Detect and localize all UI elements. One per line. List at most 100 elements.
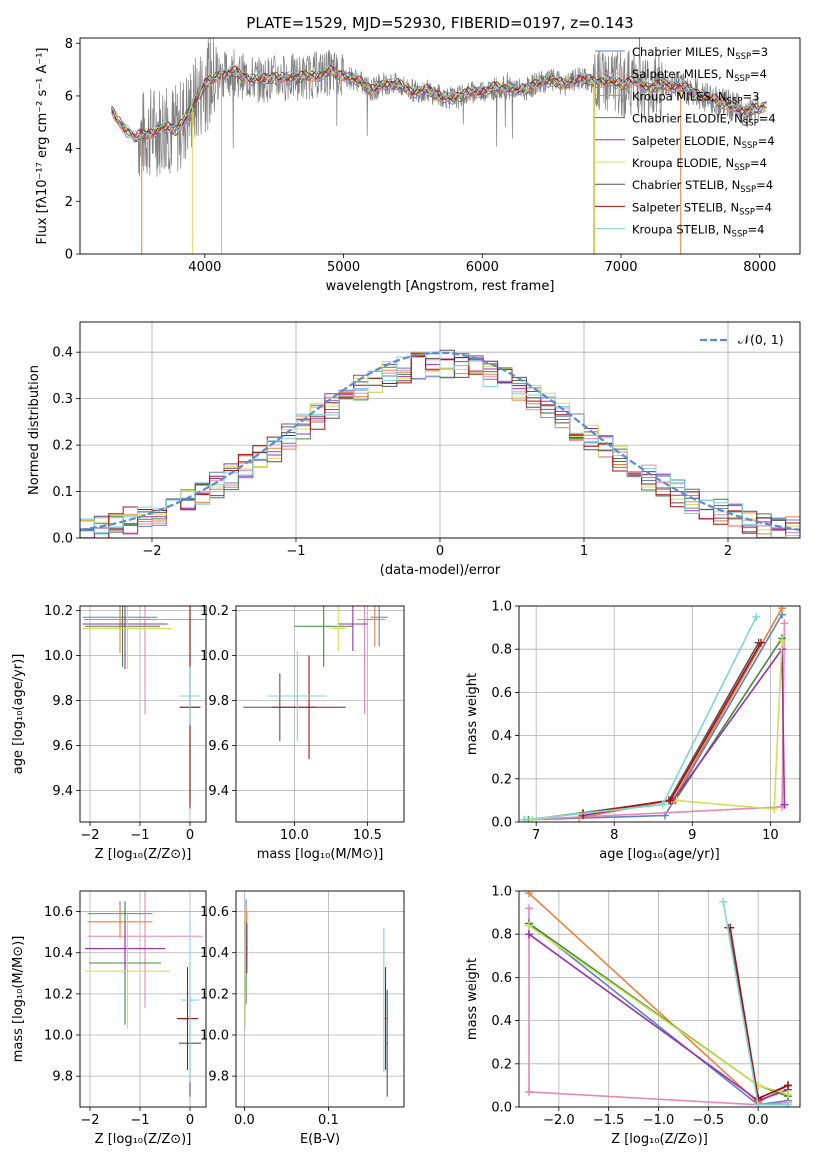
weight-marker <box>780 619 789 628</box>
weight-marker <box>780 800 789 809</box>
x-tick-label: 0 <box>186 828 194 843</box>
y-tick-label: 10.2 <box>200 987 229 1002</box>
x-axis-label: Z [log₁₀(Z/Z⊙)] <box>95 847 192 862</box>
weight-marker <box>524 891 533 898</box>
x-tick-label: 0 <box>436 544 444 559</box>
y-axis-label: Normed distribution <box>27 365 42 495</box>
x-tick-label: 10.5 <box>353 828 382 843</box>
x-axis-label: wavelength [Angstrom, rest frame] <box>326 279 555 294</box>
weight-vs-z-plot-area <box>524 891 793 1107</box>
y-tick-label: 9.8 <box>208 1070 229 1085</box>
y-tick-label: 9.8 <box>52 1070 73 1085</box>
y-tick-label: 0.3 <box>52 392 73 407</box>
y-tick-label: 10.0 <box>44 1029 73 1044</box>
model-spectrum-line <box>112 65 767 136</box>
y-tick-label: 9.6 <box>52 739 73 754</box>
weight-series-line <box>578 607 783 819</box>
y-tick-label: 9.8 <box>52 694 73 709</box>
weight-marker <box>520 815 529 822</box>
weight-series-line <box>528 637 783 821</box>
y-tick-label: 10.0 <box>200 1029 229 1044</box>
x-axis-label: Z [log₁₀(Z/Z⊙)] <box>95 1132 192 1147</box>
normal-curve <box>80 351 800 531</box>
legend-entry: Salpeter ELODIE, NSSP=4 <box>632 134 775 151</box>
legend-entry: Kroupa STELIB, NSSP=4 <box>632 223 764 240</box>
weight-series-line <box>582 646 786 817</box>
y-tick-label: 6 <box>65 89 73 104</box>
mass-vs-ebv-plot-area <box>244 899 389 1097</box>
y-axis-label: Flux [fλ10⁻¹⁷ erg cm⁻² s⁻¹ A⁻¹] <box>35 48 50 245</box>
weight-vs-age-frame <box>518 605 801 823</box>
weight-series-line <box>582 642 762 815</box>
weight-marker <box>658 800 667 809</box>
y-tick-label: 10.0 <box>200 649 229 664</box>
y-tick-label: 9.8 <box>208 694 229 709</box>
x-tick-label: −2 <box>80 828 99 843</box>
y-tick-label: 10.6 <box>200 905 229 920</box>
mass-vs-z-plot-area <box>85 891 203 1097</box>
weight-marker <box>524 1087 533 1096</box>
x-tick-label: −0.5 <box>693 1113 725 1128</box>
x-tick-label: 1 <box>580 544 588 559</box>
x-tick-label: −1 <box>130 1113 149 1128</box>
y-tick-label: 10.4 <box>200 946 229 961</box>
y-tick-label: 10.2 <box>44 604 73 619</box>
x-tick-label: 2 <box>724 544 732 559</box>
x-axis-label: Z [log₁₀(Z/Z⊙)] <box>611 1132 708 1147</box>
legend-entry: Kroupa ELODIE, NSSP=4 <box>632 156 767 173</box>
spectrum-frame <box>79 37 801 255</box>
y-axis-label: mass [log₁₀(M/M⊙)] <box>11 936 26 1063</box>
y-axis-label: mass weight <box>465 673 480 755</box>
y-tick-label: 0.4 <box>491 1014 512 1029</box>
y-tick-label: 10.4 <box>44 946 73 961</box>
legend-entry: Chabrier ELODIE, NSSP=4 <box>632 112 776 129</box>
x-tick-label: −1 <box>286 544 305 559</box>
weight-marker <box>754 1100 763 1107</box>
spectrum-axes: 4000 5000 6000 7000 8000 0 2 4 6 8 wavelength [Ang… <box>35 37 776 294</box>
residuals-frame <box>79 321 801 539</box>
spectrum-plot-area <box>111 38 768 254</box>
weight-marker <box>752 612 761 621</box>
legend-entry: 𝒩(0, 1) <box>738 332 784 347</box>
weight-marker <box>756 638 765 647</box>
weight-marker <box>778 606 787 613</box>
x-tick-label: −1 <box>130 828 149 843</box>
x-axis-label: E(B-V) <box>300 1132 340 1147</box>
x-tick-label: −1.0 <box>643 1113 675 1128</box>
x-tick-label: 0 <box>186 1113 194 1128</box>
y-tick-label: 0.2 <box>491 772 512 787</box>
model-spectrum-line <box>112 68 767 140</box>
weight-marker <box>524 904 533 913</box>
x-axis-label: mass [log₁₀(M/M⊙)] <box>257 847 384 862</box>
y-tick-label: 9.4 <box>208 784 229 799</box>
x-tick-label: −2 <box>142 544 161 559</box>
residuals-axes: −2 −1 0 1 2 0.0 0.1 0.2 0.3 0.4 (data-model)/error… <box>27 322 800 578</box>
weight-marker <box>770 805 779 814</box>
y-tick-label: 2 <box>65 195 73 210</box>
y-tick-label: 10.2 <box>200 604 229 619</box>
x-tick-label: 9 <box>688 828 696 843</box>
chart-title: PLATE=1529, MJD=52930, FIBERID=0197, z=0… <box>246 14 633 32</box>
x-tick-label: 0.1 <box>318 1113 339 1128</box>
y-tick-label: 1.0 <box>491 885 512 900</box>
residuals-plot-area <box>80 349 800 538</box>
y-tick-label: 0.6 <box>491 971 512 986</box>
mass-vs-z-frame <box>79 890 207 1108</box>
age-vs-z-frame <box>79 605 207 823</box>
age-vs-z-axes: −2 −1 0 9.4 9.6 9.8 10.0 10.2 Z [log₁₀(Z/Z⊙)] age… <box>11 604 206 862</box>
mass-vs-ebv-frame <box>235 890 405 1108</box>
weight-marker <box>524 930 533 939</box>
x-tick-label: 4000 <box>188 260 221 275</box>
legend-entry: Kroupa MILES, NSSP=3 <box>632 89 759 106</box>
weight-series-line <box>524 623 786 821</box>
age-vs-mass-plot-area <box>243 606 388 759</box>
y-tick-label: 0.4 <box>52 346 73 361</box>
x-tick-label: 5000 <box>327 260 360 275</box>
y-tick-label: 0.6 <box>491 686 512 701</box>
weight-marker <box>778 636 787 645</box>
y-tick-label: 10.2 <box>44 987 73 1002</box>
y-tick-label: 0.8 <box>491 928 512 943</box>
weight-marker <box>784 1081 793 1090</box>
x-tick-label: 10.0 <box>280 828 309 843</box>
x-tick-label: −1.5 <box>593 1113 625 1128</box>
